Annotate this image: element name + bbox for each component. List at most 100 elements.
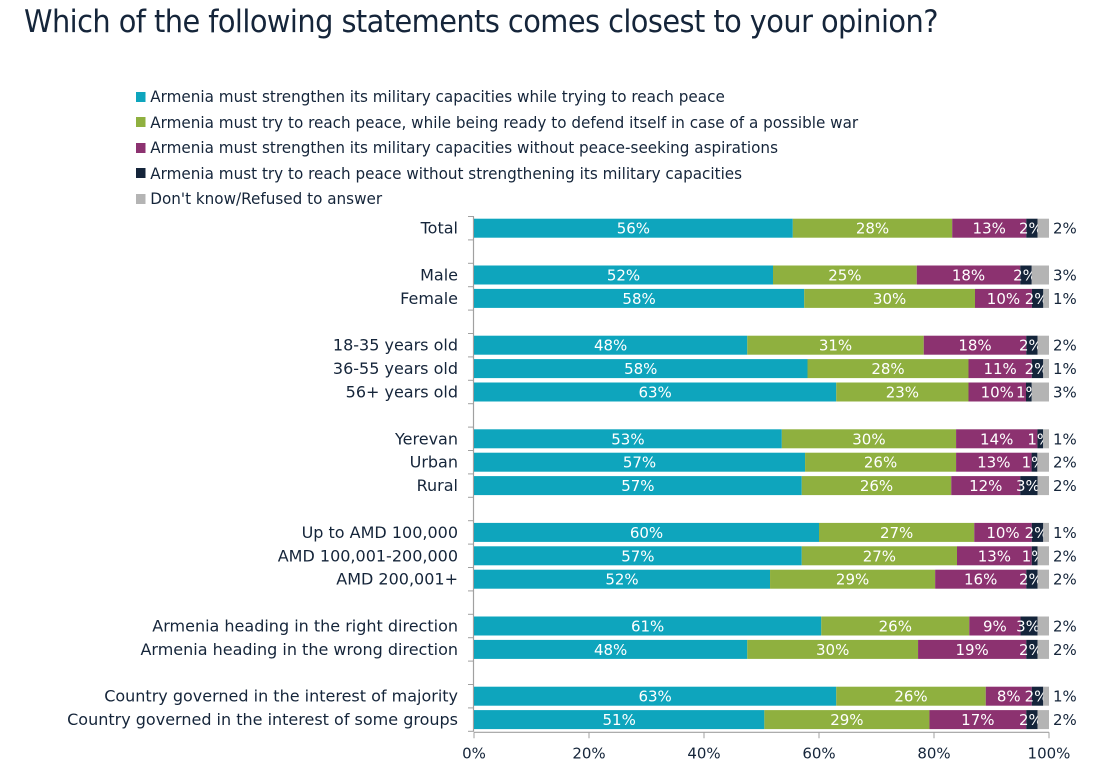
legend-swatch: [136, 193, 146, 204]
bar-segment: [1043, 686, 1049, 706]
legend-item: Don't know/Refused to answer: [136, 186, 858, 212]
bar-segment: [1037, 452, 1049, 472]
data-label: 13%: [973, 220, 1006, 238]
data-label: 27%: [880, 524, 913, 542]
bar-segment: [1026, 639, 1038, 659]
bar-segment: [1043, 288, 1049, 308]
bar-segment: [474, 522, 819, 542]
bar-segment: [792, 218, 953, 238]
category-label: 36-55 years old: [333, 359, 458, 378]
bar-segment: [1026, 569, 1038, 589]
data-label: 28%: [871, 360, 904, 378]
bar-segment: [1031, 452, 1038, 472]
bar-segment: [1020, 616, 1038, 636]
bar-segment: [956, 429, 1038, 449]
bar-segment: [1037, 218, 1049, 238]
data-label: 26%: [879, 618, 912, 636]
bar-segment: [770, 569, 936, 589]
bar-segment: [474, 382, 837, 402]
data-label: 3%: [1016, 477, 1040, 495]
legend-item: Armenia must strengthen its military cap…: [136, 84, 858, 110]
data-label: 3%: [1053, 384, 1077, 402]
data-label: 58%: [622, 290, 655, 308]
data-label: 52%: [605, 571, 638, 589]
bar-segment: [1026, 218, 1038, 238]
bar-segment: [1031, 522, 1044, 542]
legend-item: Armenia must try to reach peace without …: [136, 161, 858, 187]
data-label: 58%: [624, 360, 657, 378]
bar-segment: [1037, 616, 1049, 636]
category-label: 18-35 years old: [333, 336, 458, 355]
data-label: 2%: [1019, 571, 1043, 589]
bar-segment: [1031, 686, 1044, 706]
bar-segment: [952, 218, 1027, 238]
data-label: 2%: [1053, 641, 1077, 659]
bar-segment: [974, 522, 1032, 542]
bar-segment: [1026, 335, 1038, 355]
x-tick-label: 20%: [572, 744, 605, 762]
data-label: 2%: [1053, 477, 1077, 495]
bar-segment: [1037, 639, 1049, 659]
data-label: 2%: [1019, 337, 1043, 355]
data-label: 57%: [621, 547, 654, 565]
data-label: 2%: [1053, 220, 1077, 238]
data-label: 56%: [617, 220, 650, 238]
data-label: 52%: [607, 267, 640, 285]
data-label: 2%: [1019, 641, 1043, 659]
bar-segment: [957, 546, 1032, 566]
category-label: Rural: [417, 476, 458, 495]
legend-item: Armenia must strengthen its military cap…: [136, 135, 858, 161]
x-tick-label: 80%: [917, 744, 950, 762]
bar-segment: [1037, 569, 1049, 589]
bar-segment: [474, 546, 802, 566]
legend-swatch: [136, 91, 146, 102]
x-tick-label: 100%: [1028, 744, 1071, 762]
bar-segment: [474, 616, 822, 636]
bar-segment: [929, 710, 1027, 730]
data-label: 29%: [836, 571, 869, 589]
data-label: 31%: [819, 337, 852, 355]
legend-swatch: [136, 168, 146, 179]
data-label: 2%: [1019, 711, 1043, 729]
bar-segment: [474, 218, 793, 238]
bar-segment: [836, 382, 969, 402]
data-label: 48%: [594, 337, 627, 355]
bar-segment: [807, 359, 969, 379]
bar-segment: [474, 359, 808, 379]
data-label: 2%: [1019, 220, 1043, 238]
bar-segment: [773, 265, 917, 285]
chart-title: Which of the following statements comes …: [24, 4, 939, 40]
legend: Armenia must strengthen its military cap…: [136, 84, 896, 212]
data-label: 19%: [955, 641, 988, 659]
legend-label: Armenia must strengthen its military cap…: [150, 87, 725, 107]
bar-segment: [764, 710, 930, 730]
data-label: 28%: [856, 220, 889, 238]
data-label: 29%: [830, 711, 863, 729]
data-label: 8%: [997, 688, 1021, 706]
data-label: 30%: [852, 430, 885, 448]
data-label: 30%: [873, 290, 906, 308]
bar-segment: [805, 452, 957, 472]
category-label: Total: [420, 219, 458, 238]
bar-segment: [923, 335, 1027, 355]
bar-segment: [968, 382, 1026, 402]
data-label: 13%: [978, 547, 1011, 565]
bar-segment: [968, 359, 1032, 379]
data-label: 18%: [952, 267, 985, 285]
bar-segment: [1026, 710, 1038, 730]
bar-segment: [474, 335, 748, 355]
bar-segment: [474, 639, 748, 659]
bar-segment: [747, 639, 919, 659]
data-label: 2%: [1013, 267, 1037, 285]
data-label: 3%: [1053, 267, 1077, 285]
bar-segment: [1043, 522, 1049, 542]
data-label: 17%: [961, 711, 994, 729]
bar-segment: [801, 476, 952, 496]
data-label: 53%: [611, 430, 644, 448]
bar-segment: [1031, 288, 1044, 308]
bar-segment: [1020, 476, 1038, 496]
bar-segment: [781, 429, 957, 449]
data-label: 2%: [1053, 454, 1077, 472]
data-label: 18%: [958, 337, 991, 355]
